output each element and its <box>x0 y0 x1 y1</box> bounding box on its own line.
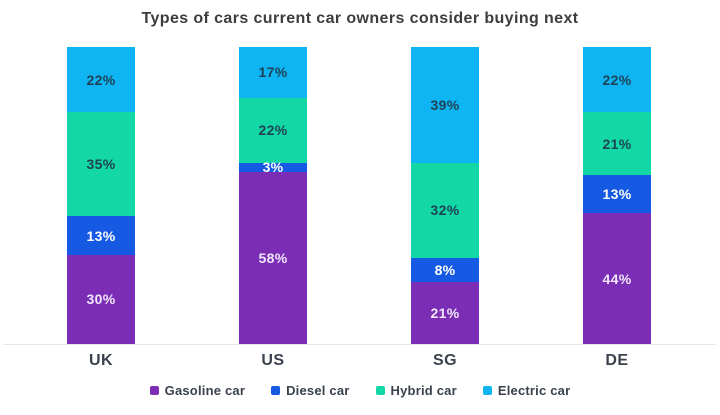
legend-item-diesel: Diesel car <box>271 383 349 398</box>
segment-value-label: 21% <box>430 304 460 321</box>
x-axis-line <box>3 344 716 345</box>
legend-swatch-gasoline <box>149 386 159 395</box>
segment-hybrid-us: 22% <box>239 97 307 163</box>
legend-swatch-hybrid <box>375 386 385 395</box>
x-axis-label-uk: UK <box>88 352 114 369</box>
segment-electric-us: 17% <box>239 47 307 98</box>
segment-value-label: 3% <box>262 159 284 176</box>
legend-label: Electric car <box>497 383 571 398</box>
chart-title: Types of cars current car owners conside… <box>141 10 579 27</box>
legend-item-gasoline: Gasoline car <box>149 383 246 398</box>
segment-hybrid-sg: 32% <box>411 162 479 258</box>
segment-value-label: 13% <box>86 227 116 244</box>
segment-hybrid-de: 21% <box>583 112 651 175</box>
segment-diesel-uk: 13% <box>67 216 135 255</box>
legend: Gasoline car Diesel car Hybrid car Electric… <box>0 383 720 398</box>
legend-label: Gasoline car <box>164 383 246 398</box>
segment-value-label: 8% <box>434 261 456 278</box>
x-axis-labels: UK US SG DE <box>67 352 651 370</box>
segment-electric-de: 22% <box>583 47 651 113</box>
segment-value-label: 22% <box>602 71 632 88</box>
segment-hybrid-uk: 35% <box>67 112 135 217</box>
segment-gasoline-de: 44% <box>583 213 651 344</box>
x-axis-label-de: DE <box>605 352 629 369</box>
bar-us: 58% 3% 22% 17% <box>239 47 307 344</box>
segment-value-label: 32% <box>430 202 460 219</box>
legend-item-electric: Electric car <box>482 383 571 398</box>
x-axis-label-sg: SG <box>432 352 458 369</box>
legend-item-hybrid: Hybrid car <box>375 383 457 398</box>
segment-electric-uk: 22% <box>67 47 135 113</box>
segment-value-label: 13% <box>602 186 632 203</box>
segment-diesel-de: 13% <box>583 174 651 214</box>
legend-swatch-electric <box>482 386 492 395</box>
segment-value-label: 22% <box>258 122 288 139</box>
segment-value-label: 17% <box>258 64 288 81</box>
segment-value-label: 30% <box>86 291 116 308</box>
segment-gasoline-sg: 21% <box>411 281 479 344</box>
segment-value-label: 21% <box>602 135 632 152</box>
legend-swatch-diesel <box>271 386 281 395</box>
segment-value-label: 39% <box>430 96 460 113</box>
segment-gasoline-us: 58% <box>239 171 307 344</box>
segment-diesel-sg: 8% <box>411 257 479 282</box>
segment-value-label: 35% <box>86 156 116 173</box>
bar-de: 44% 13% 21% 22% <box>583 47 651 344</box>
plot-area: 30% 13% 35% 22% 58% 3% 22% 17% 21% 8% 32% 39% 44% 13%… <box>67 47 651 344</box>
bar-sg: 21% 8% 32% 39% <box>411 47 479 344</box>
segment-value-label: 22% <box>86 71 116 88</box>
segment-value-label: 58% <box>258 249 288 266</box>
segment-value-label: 44% <box>602 270 632 287</box>
x-axis-label-us: US <box>261 352 285 369</box>
bar-uk: 30% 13% 35% 22% <box>67 47 135 344</box>
legend-label: Hybrid car <box>390 383 457 398</box>
segment-electric-sg: 39% <box>411 47 479 163</box>
segment-diesel-us: 3% <box>239 159 307 175</box>
segment-gasoline-uk: 30% <box>67 254 135 344</box>
legend-label: Diesel car <box>286 383 350 398</box>
